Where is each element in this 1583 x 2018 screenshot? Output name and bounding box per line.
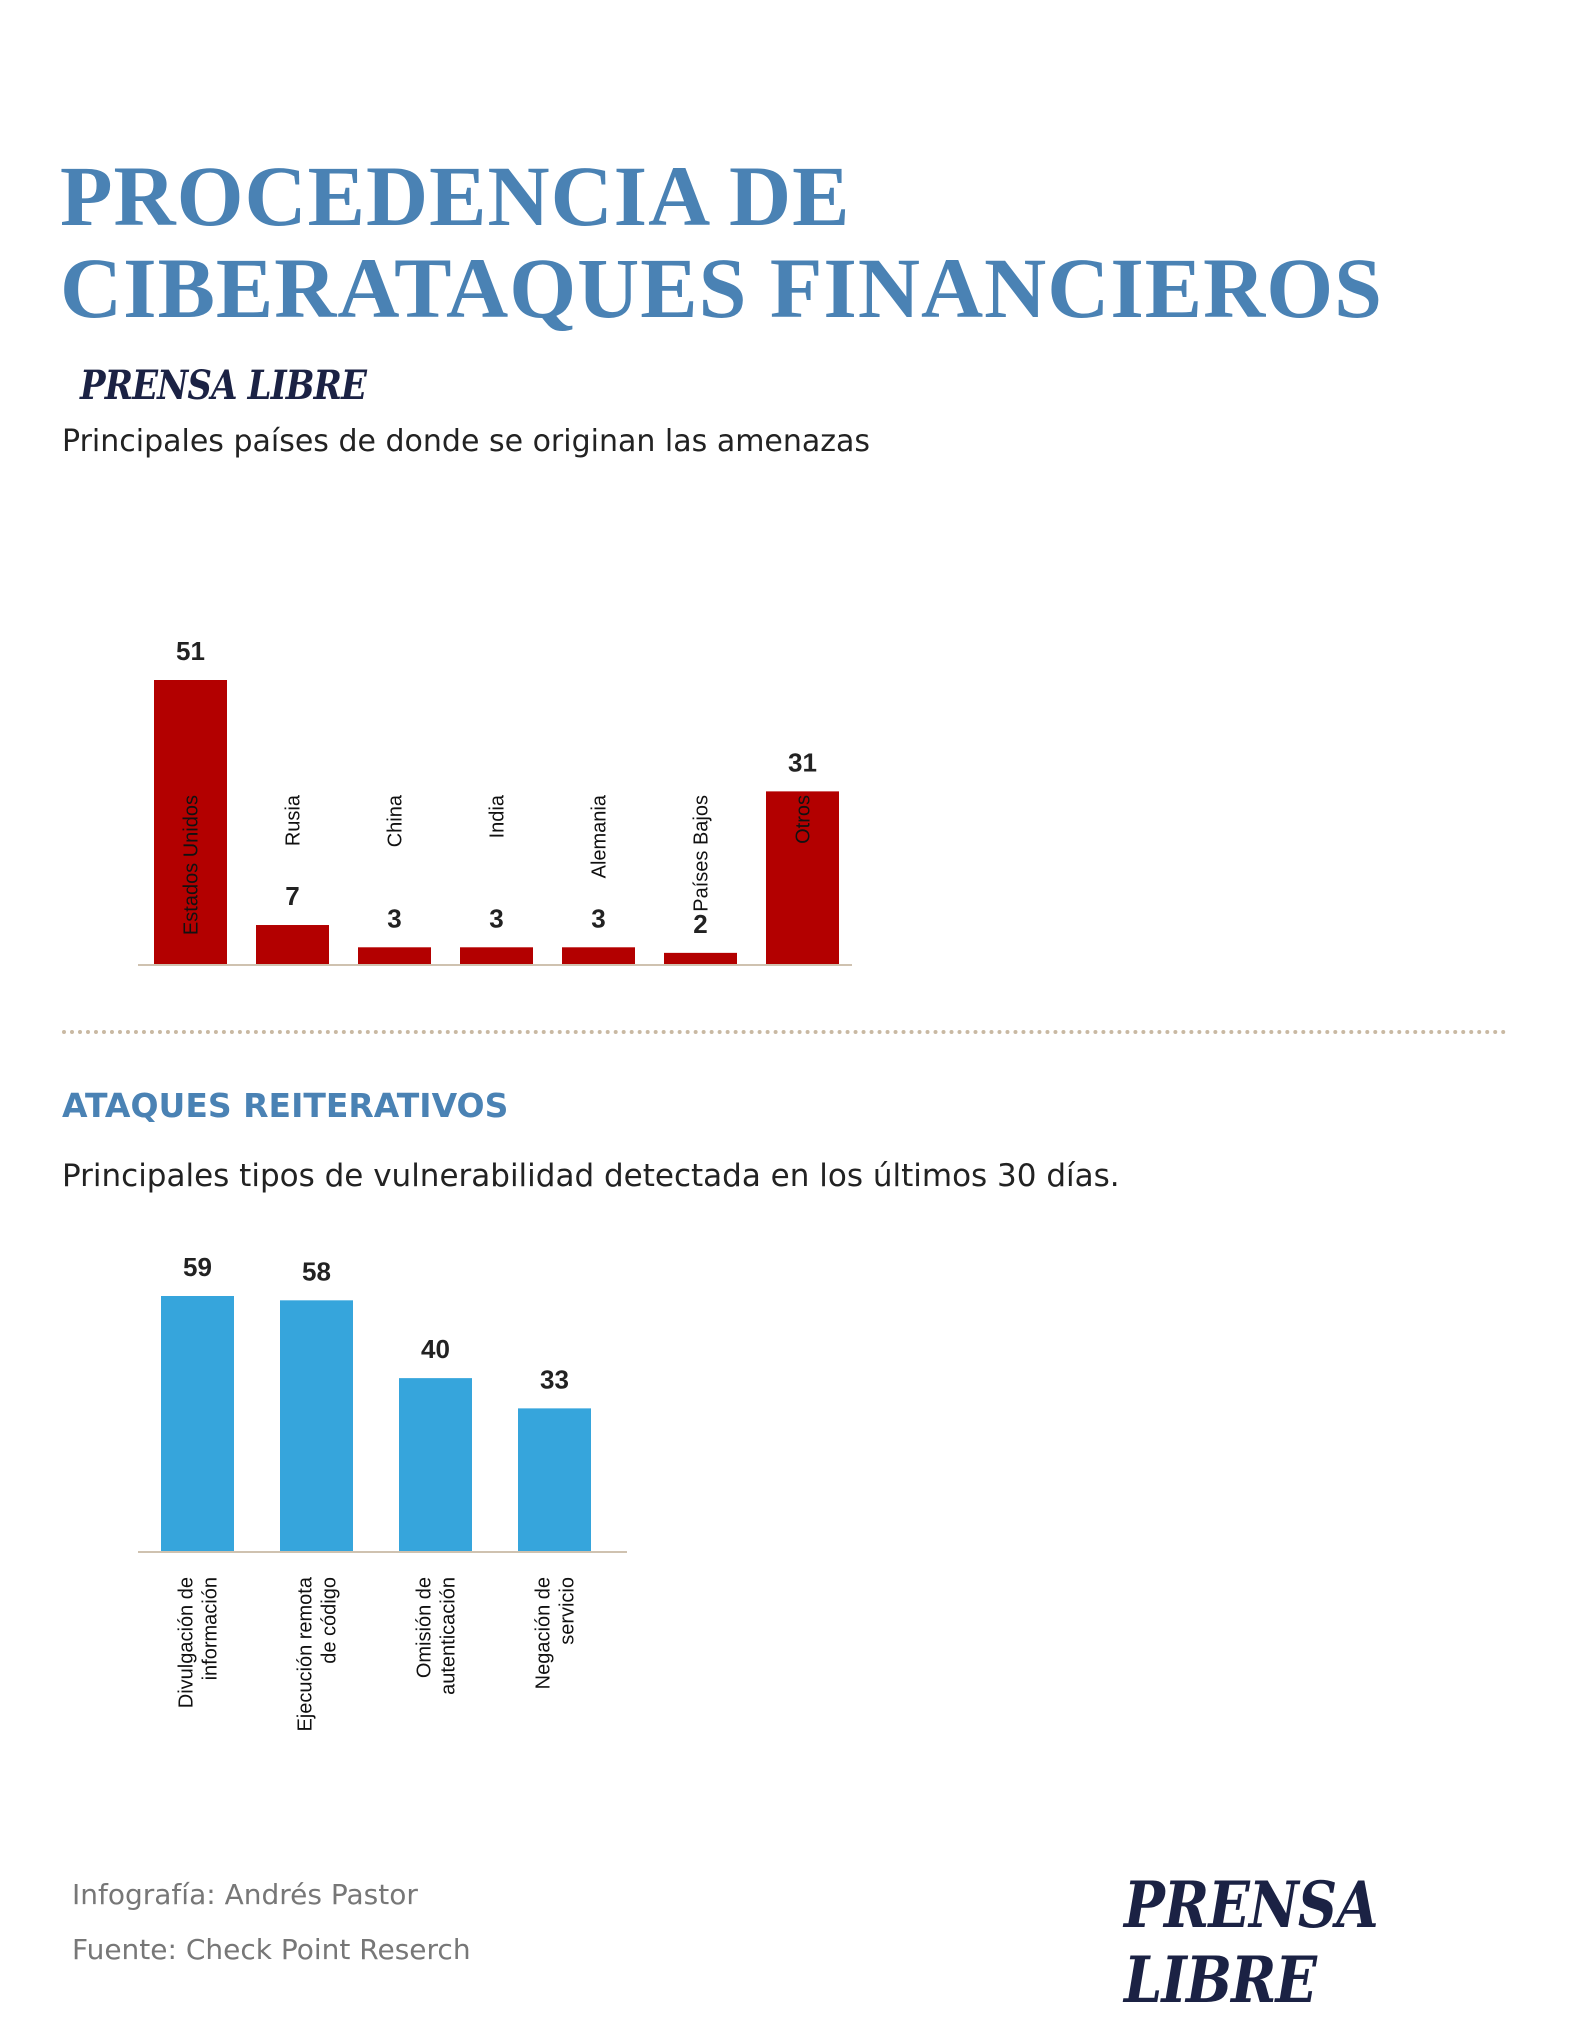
logo-small: PRENSA LIBRE: [80, 362, 367, 409]
chart1-bar: [664, 952, 737, 964]
chart1-value-label: 7: [285, 881, 299, 911]
chart2-category-label: Omisión de: [414, 1577, 436, 1678]
chart1-value-label: 3: [387, 903, 401, 933]
chart2-bar: [280, 1300, 353, 1551]
source: Fuente: Check Point Reserch: [72, 1933, 471, 1966]
divider: [62, 1030, 1507, 1034]
chart1-bar: [154, 680, 227, 964]
chart1-category-label: China: [385, 794, 407, 847]
chart1-category-label: Países Bajos: [691, 795, 713, 912]
chart1-value-label: 2: [693, 909, 707, 939]
chart1-category-label: Rusia: [283, 794, 305, 846]
chart1-value-label: 3: [489, 903, 503, 933]
chart1-bar: [766, 791, 839, 964]
chart2-category-label: Negación de: [533, 1577, 555, 1689]
section-heading: ATAQUES REITERATIVOS: [62, 1086, 509, 1125]
page-title: PROCEDENCIA DE CIBERATAQUES FINANCIEROS: [60, 150, 1383, 334]
chart1-bar: [358, 947, 431, 964]
chart2-category-label: Ejecución remota: [295, 1576, 317, 1731]
chart1-value-label: 3: [591, 903, 605, 933]
chart2-value-label: 33: [540, 1364, 569, 1394]
chart1-subtitle: Principales países de donde se originan …: [62, 424, 871, 459]
chart2-category-label: Divulgación de: [176, 1577, 198, 1708]
chart2-subtitle: Principales tipos de vulnerabilidad dete…: [62, 1158, 1120, 1194]
chart1-category-label: Alemania: [589, 794, 611, 878]
chart1-category-label: Otros: [793, 795, 815, 844]
chart2-value-label: 59: [183, 1252, 212, 1282]
chart1-bar: [460, 947, 533, 964]
chart2-category-label: de código: [319, 1577, 341, 1664]
title-line-2: CIBERATAQUES FINANCIEROS: [60, 240, 1383, 336]
chart1-bar: [562, 947, 635, 964]
chart2-bar: [399, 1378, 472, 1551]
chart2-bar: [161, 1296, 234, 1551]
chart1-value-label: 51: [176, 636, 205, 666]
chart1-category-label: India: [487, 794, 509, 838]
chart2-category-label: información: [200, 1577, 222, 1680]
chart2-category-label: servicio: [557, 1577, 579, 1645]
credit: Infografía: Andrés Pastor: [72, 1878, 418, 1911]
chart1-category-label: Estados Unidos: [181, 795, 203, 935]
chart2-bar: [518, 1408, 591, 1551]
chart2-category-label: autenticación: [438, 1577, 460, 1695]
chart1-value-label: 31: [788, 747, 817, 777]
chart2-value-label: 58: [302, 1256, 331, 1286]
chart2-value-label: 40: [421, 1334, 450, 1364]
chart1-bar: [256, 925, 329, 964]
title-line-1: PROCEDENCIA DE: [60, 148, 851, 244]
